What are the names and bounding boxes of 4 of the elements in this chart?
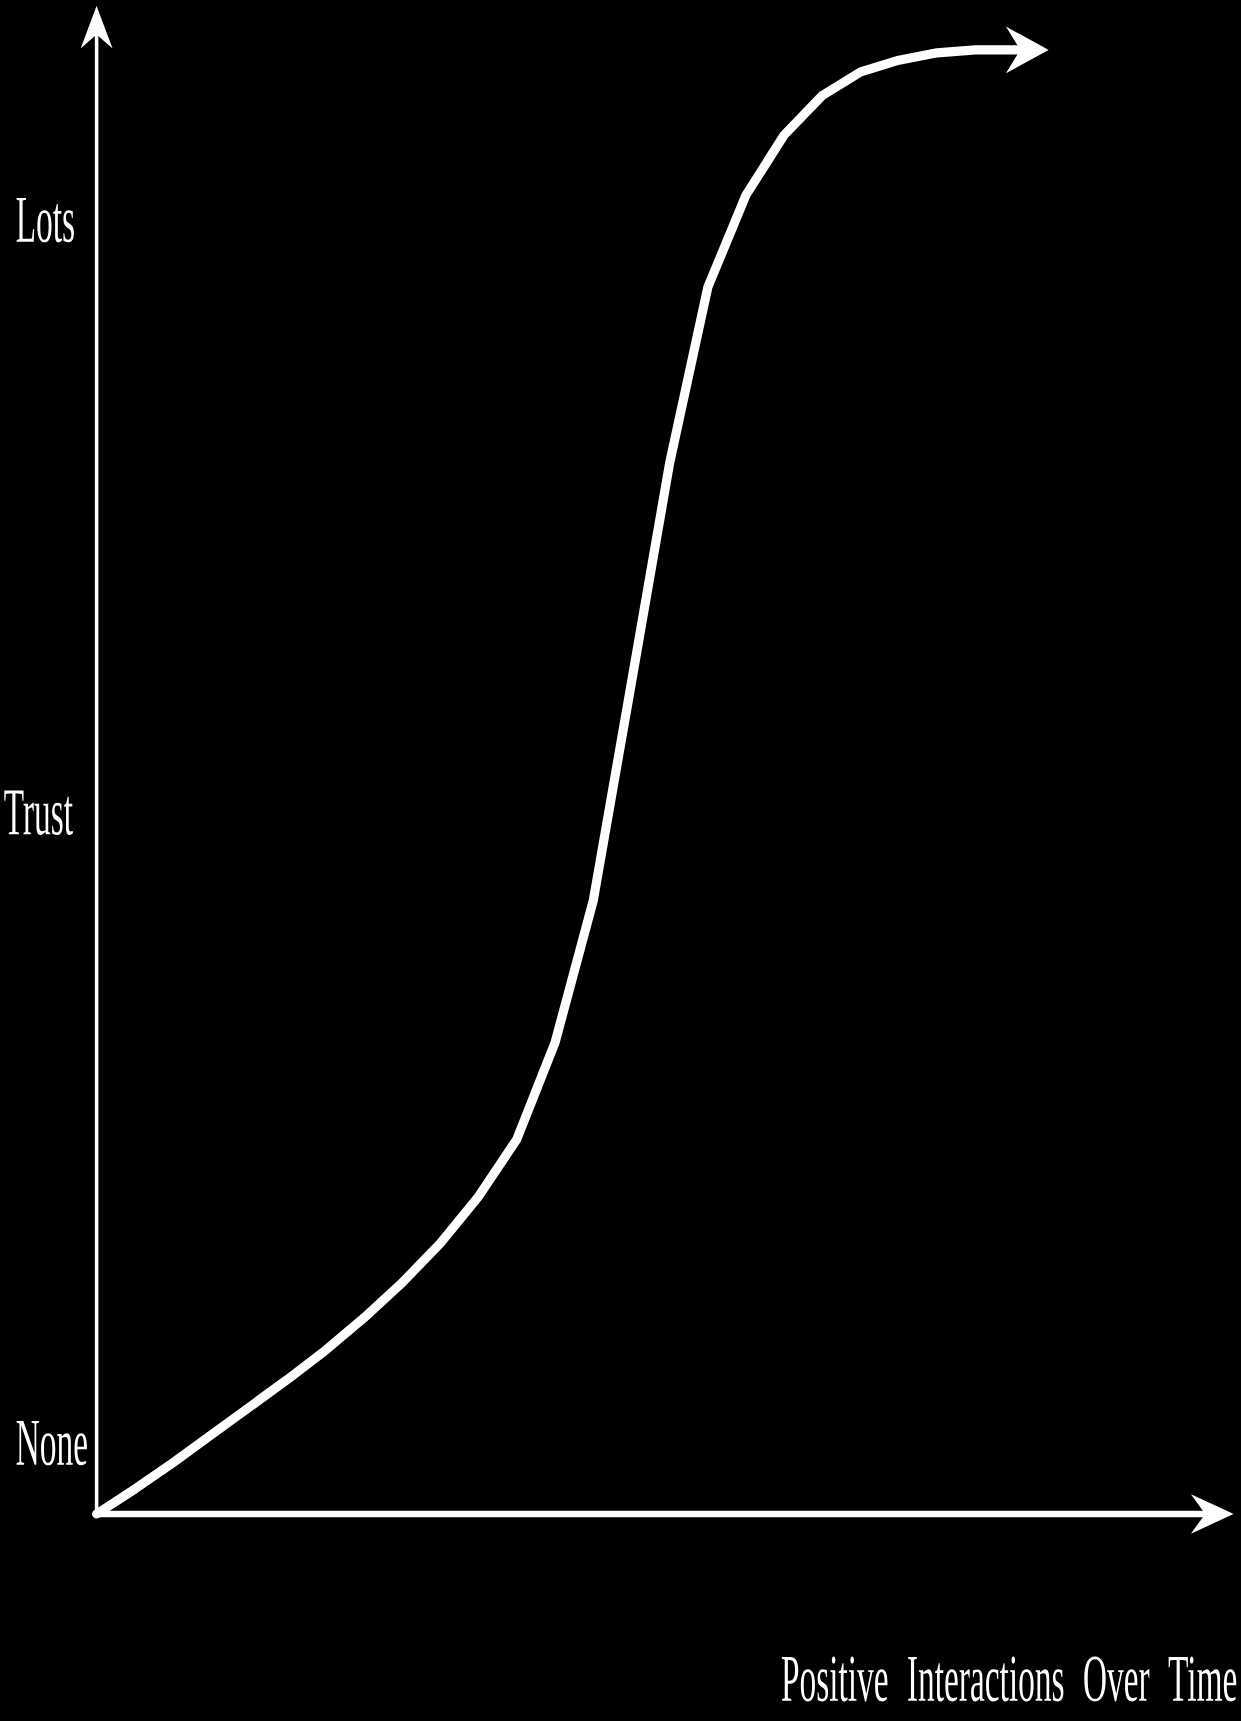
y-axis-title: Trust — [4, 790, 73, 835]
annotation: None — [16, 1420, 87, 1466]
text: Lots — [16, 197, 74, 243]
x-axis-title: Positive Interactions Over Time — [781, 1656, 1237, 1702]
